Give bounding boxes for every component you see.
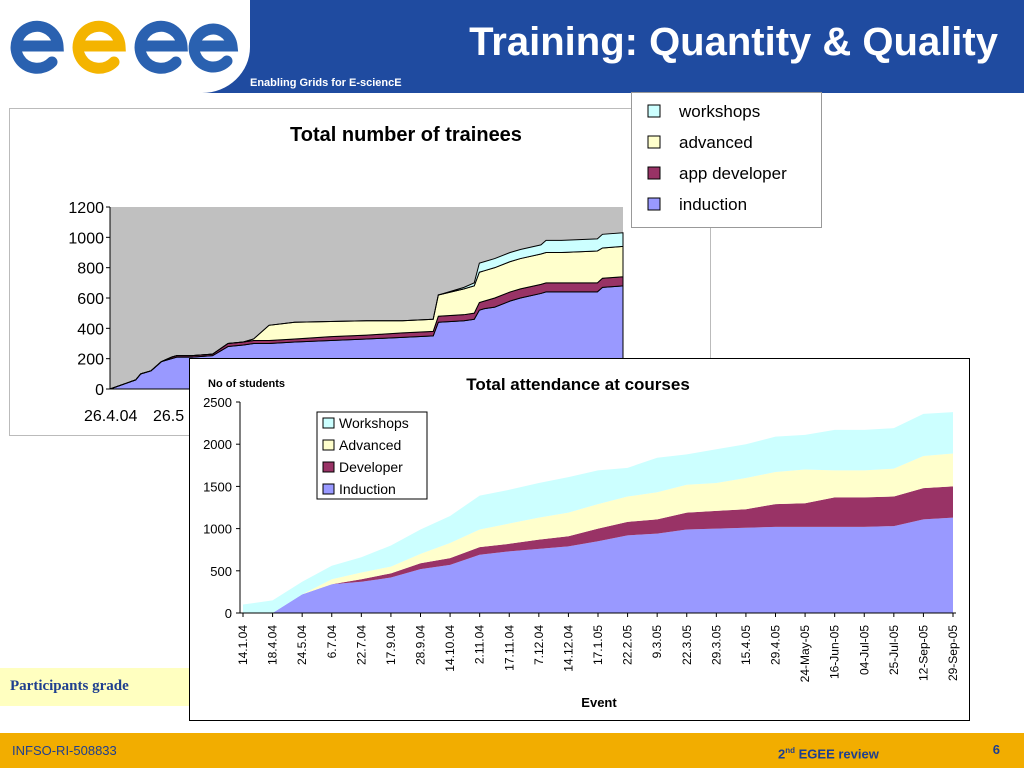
attendance-legend-swatch-Advanced bbox=[322, 439, 335, 451]
trainees-legend-svg: workshops advanced app developer induction bbox=[647, 102, 787, 214]
legend-label-app-developer: app developer bbox=[679, 164, 787, 183]
trainees-chart-legend: workshops advanced app developer induction bbox=[631, 92, 822, 228]
attendance-x-tick-label: 22.7.04 bbox=[354, 625, 368, 665]
attendance-y-tick-label: 2500 bbox=[203, 395, 232, 410]
legend-swatch-induction bbox=[647, 197, 661, 211]
attendance-x-tick-label: 14.1.04 bbox=[236, 625, 250, 665]
egee-logo bbox=[0, 0, 250, 93]
attendance-x-tick-label: 15.4.05 bbox=[739, 625, 753, 665]
attendance-chart-container: Total attendance at courses No of student… bbox=[189, 358, 970, 721]
attendance-x-tick-label: 24-May-05 bbox=[798, 625, 812, 683]
attendance-y-tick-label: 2000 bbox=[203, 437, 232, 452]
trainees-chart-title: Total number of trainees bbox=[290, 124, 522, 146]
attendance-legend-box bbox=[316, 411, 428, 500]
attendance-legend-swatch-Developer bbox=[322, 461, 335, 473]
attendance-y-tick-label: 500 bbox=[210, 564, 232, 579]
trainees-x-tick-label: 26.4.04 bbox=[84, 408, 137, 425]
attendance-legend-swatch-Workshops bbox=[322, 417, 335, 429]
attendance-series-Induction bbox=[243, 517, 953, 613]
attendance-x-tick-label: 22.2.05 bbox=[621, 625, 635, 665]
attendance-x-tick-label: 17.9.04 bbox=[384, 625, 398, 665]
page-number: 6 bbox=[992, 742, 1000, 757]
attendance-legend-label-Developer: Developer bbox=[339, 459, 403, 475]
attendance-x-tick-label: 29.4.05 bbox=[769, 625, 783, 665]
trainees-y-tick-label: 0 bbox=[95, 382, 104, 399]
attendance-chart: Total attendance at courses No of student… bbox=[203, 375, 960, 710]
attendance-legend-swatch-Induction bbox=[322, 483, 335, 495]
attendance-x-tick-label: 14.10.04 bbox=[443, 625, 457, 672]
attendance-x-tick-label: 18.4.04 bbox=[266, 625, 280, 665]
attendance-x-tick-label: 7.12.04 bbox=[532, 625, 546, 665]
attendance-x-tick-label: 25-Jul-05 bbox=[887, 625, 901, 675]
attendance-x-tick-label: 14.12.04 bbox=[561, 625, 575, 672]
attendance-series-Workshops bbox=[243, 412, 953, 613]
legend-swatch-app-developer bbox=[647, 166, 661, 180]
trainees-y-tick-label: 600 bbox=[77, 291, 104, 308]
review-label: 2nd EGEE review bbox=[778, 746, 879, 761]
attendance-x-tick-label: 24.5.04 bbox=[295, 625, 309, 665]
attendance-y-label: No of students bbox=[208, 378, 285, 390]
attendance-series-Advanced bbox=[243, 453, 953, 613]
attendance-x-tick-label: 12-Sep-05 bbox=[916, 625, 930, 681]
legend-swatch-advanced bbox=[647, 135, 661, 149]
slide-title: Training: Quantity & Quality bbox=[469, 20, 998, 64]
attendance-x-tick-label: 16-Jun-05 bbox=[828, 625, 842, 679]
attendance-x-tick-label: 22.3.05 bbox=[680, 625, 694, 665]
review-number: 2 bbox=[778, 746, 786, 762]
trainees-x-tick-label: 26.5 bbox=[153, 408, 184, 425]
header-subtitle: Enabling Grids for E-sciencE bbox=[250, 77, 402, 89]
attendance-chart-title: Total attendance at courses bbox=[466, 375, 690, 394]
review-text: EGEE review bbox=[798, 746, 879, 762]
legend-swatch-workshops bbox=[647, 104, 661, 118]
legend-label-advanced: advanced bbox=[679, 133, 753, 152]
attendance-x-tick-label: 29-Sep-05 bbox=[946, 625, 960, 681]
attendance-x-label: Event bbox=[581, 695, 617, 710]
attendance-x-tick-label: 17.1.05 bbox=[591, 625, 605, 665]
attendance-x-tick-label: 04-Jul-05 bbox=[857, 625, 871, 675]
attendance-x-tick-label: 6.7.04 bbox=[325, 625, 339, 659]
attendance-x-tick-label: 2.11.04 bbox=[473, 625, 487, 664]
project-id: INFSO-RI-508833 bbox=[12, 743, 117, 758]
attendance-legend-label-Advanced: Advanced bbox=[339, 437, 401, 453]
participants-caption-box: Participants grade bbox=[0, 668, 190, 706]
attendance-x-tick-label: 28.9.04 bbox=[414, 625, 428, 665]
legend-label-induction: induction bbox=[679, 195, 747, 214]
slide-footer: INFSO-RI-508833 2nd EGEE review 6 bbox=[0, 733, 1024, 768]
trainees-y-tick-label: 800 bbox=[77, 261, 104, 278]
legend-label-workshops: workshops bbox=[678, 102, 760, 121]
review-ordinal: nd bbox=[785, 746, 796, 755]
attendance-series-Developer bbox=[243, 486, 953, 613]
attendance-legend-label-Induction: Induction bbox=[339, 481, 396, 497]
attendance-y-tick-label: 1500 bbox=[203, 479, 232, 494]
trainees-y-tick-label: 1000 bbox=[68, 230, 104, 247]
attendance-x-tick-label: 17.11.04 bbox=[502, 625, 516, 671]
egee-logo-icon bbox=[10, 20, 239, 74]
attendance-y-tick-label: 1000 bbox=[203, 522, 232, 537]
attendance-legend: Workshops Advanced Developer Induction bbox=[316, 411, 428, 500]
slide-header: Training: Quantity & Quality Enabling Gr… bbox=[0, 0, 1024, 93]
trainees-y-tick-label: 200 bbox=[77, 352, 104, 369]
trainees-y-tick-label: 400 bbox=[77, 321, 104, 338]
attendance-x-tick-label: 29.3.05 bbox=[709, 625, 723, 665]
attendance-legend-label-Workshops: Workshops bbox=[339, 415, 409, 431]
participants-caption: Participants grade bbox=[10, 678, 129, 694]
attendance-y-tick-label: 0 bbox=[225, 606, 232, 621]
attendance-x-tick-label: 9.3.05 bbox=[650, 625, 664, 659]
trainees-y-tick-label: 1200 bbox=[68, 200, 104, 217]
trainees-series-workshops bbox=[109, 232, 624, 390]
